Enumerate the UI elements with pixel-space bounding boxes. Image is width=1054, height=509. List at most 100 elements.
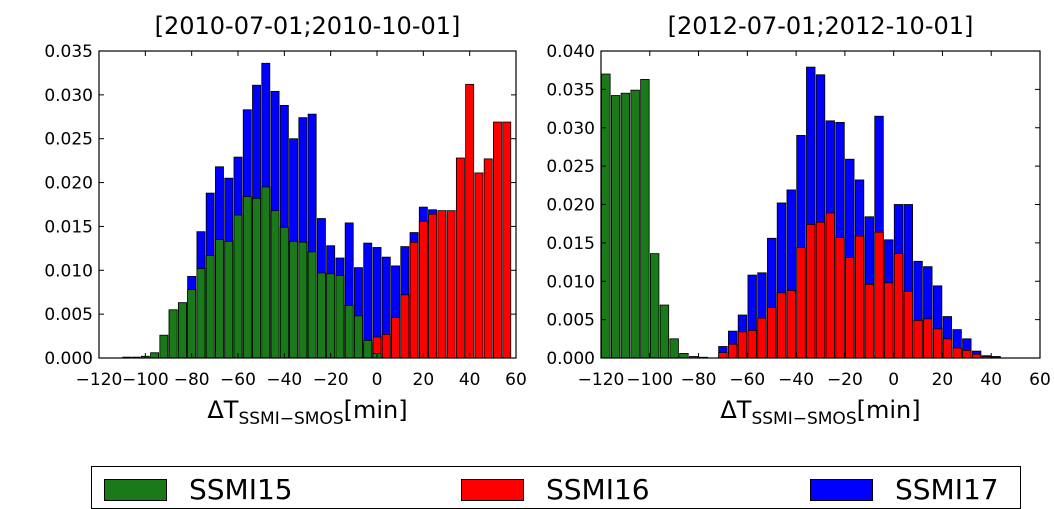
panel2-bar-ssmi15 [679,352,689,359]
panel1-bar-ssmi15 [242,196,252,359]
panel1-xtick-label: −40 [266,370,302,390]
panel2-xtick-label: 40 [980,370,1002,390]
panel1-bar-ssmi16 [391,317,400,359]
panel2-ytick-label: 0.035 [546,80,595,100]
panel2-bar-ssmi15 [620,92,631,359]
panel2-bar-ssmi16 [728,343,738,359]
panel2-xtick-label: −80 [681,370,717,390]
panel1-ytick-label: 0.015 [44,217,93,237]
panel1-bar-ssmi15 [187,289,197,359]
panel1-bar-ssmi15 [196,268,206,359]
legend-item-ssmi15: SSMI15 [104,476,293,504]
panel1-bar-ssmi15 [224,240,234,359]
panel1-ytick-label: 0.020 [44,174,93,194]
panel2-bar-ssmi16 [835,237,845,359]
panel1-bar-ssmi15 [215,239,224,359]
panel2-ytick-label: 0.015 [546,234,595,254]
panel2-bar-ssmi16 [874,231,884,359]
panel2-bar-ssmi16 [737,331,748,359]
panel2-bar-ssmi16 [806,224,816,359]
panel2-bar-ssmi15 [630,89,640,359]
panel2-ytick-label: 0.020 [546,196,595,216]
panel1-xtick-label: −120 [76,370,123,390]
panel1-bar-ssmi16 [400,294,410,359]
panel1-ytick-label: 0.010 [44,261,93,281]
panel2-xtick-label: −60 [729,370,765,390]
panel2-xtick-label: −120 [578,370,625,390]
panel1-ytick-label: 0.005 [44,305,93,325]
panel2-bar-ssmi16 [776,292,787,359]
panel1-bar-ssmi16 [493,121,502,359]
panel1-bar-ssmi16 [418,220,428,359]
panel1-bar-ssmi15 [326,273,336,359]
legend-swatch-ssmi15 [104,479,167,501]
panel1-bar-ssmi16 [474,172,484,359]
panel1-bar-ssmi15 [335,275,345,359]
panel2-xtick-label: 0 [888,370,899,390]
panel2-bar-ssmi16 [747,329,757,359]
legend-label-ssmi17: SSMI17 [895,473,999,506]
panel1-bar-ssmi15 [159,334,169,359]
panel2-xtick-label: −20 [827,370,863,390]
panel1-bar-ssmi16 [437,210,447,359]
panel2-bar-ssmi16 [854,235,865,359]
panel2-xlabel: ΔTSSMI−SMOS[min] [720,396,920,429]
panel1-bar-ssmi15 [177,302,187,359]
panel2-bar-ssmi16 [893,253,904,359]
panel2-bar-ssmi15 [649,253,660,359]
panel2-xtick-label: 60 [1029,370,1051,390]
panel1-xtick-label: 0 [372,370,383,390]
panel2-bar-ssmi16 [757,317,767,359]
panel1-bar-ssmi15 [233,214,243,359]
panel2-bar-ssmi15 [610,95,621,359]
panel2-xtick-label: −100 [626,370,673,390]
panel2-bar-ssmi16 [913,319,923,359]
panel2-bar-ssmi16 [942,338,952,359]
panel2-bar-ssmi16 [796,247,806,359]
panel2-bar-ssmi15 [659,304,670,359]
panel2-bar-ssmi16 [864,283,874,359]
panel1-bar-ssmi15 [289,240,299,359]
panel1-bar-ssmi15 [168,309,178,359]
legend-item-ssmi16: SSMI16 [461,476,650,504]
panel2-bar-ssmi16 [825,212,835,359]
panel2-bar-ssmi16 [932,328,943,359]
panel2-bar-ssmi16 [962,349,972,359]
legend-swatch-ssmi16 [461,479,524,501]
panel2-bar-ssmi16 [786,290,796,359]
panel1-bar-ssmi15 [363,340,373,359]
panel1-ytick-label: 0.030 [44,86,93,106]
panel1-bar-ssmi15 [205,254,215,359]
panel2-ytick-label: 0.010 [546,272,595,292]
panel2-bar-ssmi16 [923,318,933,359]
panel1-bar-ssmi15 [252,197,261,359]
panel2-bar-ssmi15 [601,73,611,359]
panel1-xtick-label: −100 [122,370,169,390]
panel2-bar-ssmi16 [767,306,777,359]
panel1-xtick-label: −80 [174,370,210,390]
panel2-title: [2012-07-01;2012-10-01] [668,12,974,40]
panel1-plot-frame [98,50,517,359]
panel1-xtick-label: 60 [505,370,527,390]
panel1-bar-ssmi15 [279,226,289,359]
panel1-ytick-label: 0.000 [44,349,93,369]
panel1-bar-ssmi15 [307,251,317,359]
panel2-ytick-label: 0.005 [546,311,595,331]
panel1-title: [2010-07-01;2010-10-01] [155,12,461,40]
panel2-ytick-label: 0.025 [546,157,595,177]
panel2-ytick-label: 0.040 [546,42,595,62]
panel1-ytick-label: 0.035 [44,42,93,62]
panel2-bar-ssmi16 [952,347,962,359]
panel1-bar-ssmi16 [446,210,456,359]
panel1-bar-ssmi15 [354,315,363,359]
legend-label-ssmi15: SSMI15 [189,473,293,506]
panel1-bar-ssmi15 [270,210,280,359]
panel1-xtick-label: 20 [413,370,435,390]
panel2-bar-ssmi15 [640,78,650,359]
legend: SSMI15 SSMI16 SSMI17 [91,466,1021,509]
panel1-bar-ssmi16 [428,213,438,359]
panel1-ytick-label: 0.025 [44,130,93,150]
panel1-bar-ssmi16 [455,157,465,359]
panel1-bar-ssmi15 [344,304,354,359]
